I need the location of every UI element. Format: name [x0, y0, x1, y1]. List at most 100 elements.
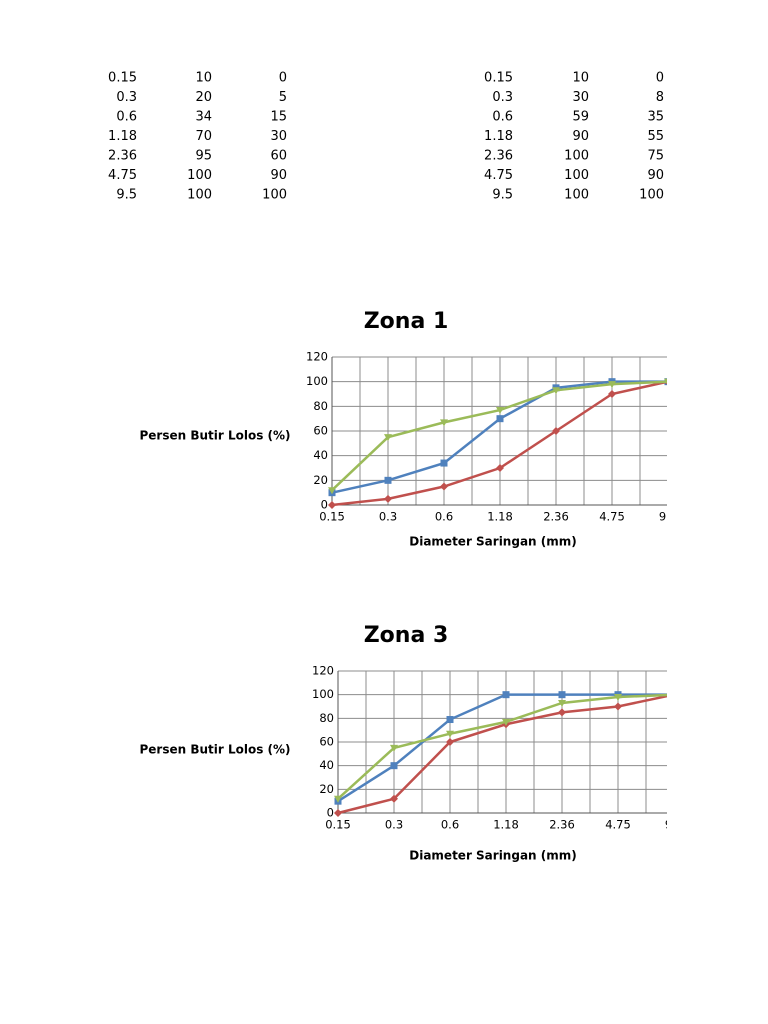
y-axis-title: Persen Butir Lolos (%) [139, 429, 290, 443]
table-cell: 90 [270, 168, 287, 183]
x-tick-label: 1.18 [487, 510, 513, 524]
chart: Zona 1 Persen Butir Lolos (%) Diameter Sar… [139, 309, 677, 549]
chart-title: Zona 1 [364, 309, 449, 334]
marker [608, 390, 616, 398]
x-tick-label: 0.6 [441, 818, 459, 832]
table-cell: 90 [572, 129, 589, 144]
x-tick-label: 2.36 [549, 818, 575, 832]
chart-title: Zona 3 [364, 623, 449, 648]
marker [558, 699, 566, 707]
table-cell: 0.15 [108, 71, 137, 86]
table-cell: 10 [572, 71, 589, 86]
marker [384, 476, 392, 484]
x-tick-label: 2.36 [543, 510, 569, 524]
y-tick-label: 40 [319, 758, 334, 772]
table-cell: 100 [639, 188, 664, 203]
table-cell: 1.18 [484, 129, 513, 144]
table-cell: 95 [195, 149, 212, 164]
table-cell: 75 [647, 149, 664, 164]
y-tick-label: 100 [306, 374, 328, 388]
marker [552, 387, 560, 395]
table-cell: 20 [195, 90, 212, 105]
chart: Zona 3 Persen Butir Lolos (%) Diameter Sar… [139, 623, 683, 863]
x-tick-label: 9.5 [665, 818, 683, 832]
marker [446, 730, 454, 738]
x-tick-label: 1.18 [493, 818, 519, 832]
table-cell: 34 [195, 110, 212, 125]
marker [440, 419, 448, 427]
y-tick-label: 80 [313, 399, 328, 413]
x-tick-label: 0.15 [319, 510, 345, 524]
table-cell: 10 [195, 71, 212, 86]
y-tick-label: 60 [313, 424, 328, 438]
table-cell: 70 [195, 129, 212, 144]
marker [558, 708, 566, 717]
marker [496, 407, 504, 415]
marker [670, 691, 678, 699]
marker [670, 692, 678, 699]
table-cell: 9.5 [116, 188, 137, 203]
marker [328, 487, 336, 495]
x-axis-title: Diameter Saringan (mm) [409, 849, 576, 863]
y-tick-label: 40 [313, 448, 328, 462]
table-cell: 100 [187, 168, 212, 183]
y-tick-label: 120 [306, 350, 328, 364]
x-tick-label: 4.75 [599, 510, 625, 524]
table-cell: 5 [279, 90, 287, 105]
table-cell: 100 [564, 188, 589, 203]
y-tick-label: 20 [313, 473, 328, 487]
table-cell: 9.5 [492, 188, 513, 203]
table-cell: 0 [279, 71, 287, 86]
y-tick-label: 120 [312, 664, 334, 678]
x-tick-label: 9.5 [659, 510, 677, 524]
x-tick-label: 0.15 [325, 818, 351, 832]
marker [614, 694, 622, 702]
marker [502, 718, 510, 726]
marker [446, 738, 454, 746]
marker [390, 762, 398, 770]
table-cell: 4.75 [484, 168, 513, 183]
table: 0.15 10 00.3 20 50.6 34 151.18 70 302.36 95 604.75… [108, 71, 287, 203]
table-cell: 59 [572, 110, 589, 125]
content: 0.15 10 00.3 20 50.6 34 151.18 70 302.36 95 604.75… [108, 71, 683, 863]
table-cell: 30 [270, 129, 287, 144]
marker [671, 691, 678, 698]
marker [384, 434, 392, 442]
marker [446, 716, 454, 724]
table-cell: 100 [564, 149, 589, 164]
table-cell: 100 [187, 188, 212, 203]
table-cell: 0.15 [484, 71, 513, 86]
x-axis-title: Diameter Saringan (mm) [409, 535, 576, 549]
marker [496, 464, 504, 472]
table-cell: 100 [564, 168, 589, 183]
table-cell: 15 [270, 110, 287, 125]
marker [558, 691, 566, 699]
table-cell: 0 [656, 71, 664, 86]
marker [440, 459, 448, 467]
x-tick-label: 0.3 [379, 510, 397, 524]
y-axis-title: Persen Butir Lolos (%) [139, 743, 290, 757]
y-tick-label: 0 [327, 806, 334, 820]
table-cell: 0.6 [116, 110, 137, 125]
y-tick-label: 20 [319, 782, 334, 796]
y-tick-label: 0 [321, 498, 328, 512]
marker [608, 381, 616, 389]
table-cell: 1.18 [108, 129, 137, 144]
marker [390, 794, 398, 803]
table-cell: 2.36 [108, 149, 137, 164]
table: 0.15 10 00.3 30 80.6 59 351.18 90 552.36 100 754.7… [484, 71, 664, 203]
marker [552, 427, 560, 435]
marker [664, 378, 667, 384]
table-cell: 4.75 [108, 168, 137, 183]
table-cell: 8 [656, 90, 664, 105]
table-cell: 60 [270, 149, 287, 164]
marker [614, 702, 622, 711]
table-cell: 0.3 [116, 90, 137, 105]
marker [390, 744, 398, 752]
table-cell: 2.36 [484, 149, 513, 164]
table-cell: 30 [572, 90, 589, 105]
y-tick-label: 60 [319, 735, 334, 749]
table-cell: 55 [647, 129, 664, 144]
table-cell: 90 [647, 168, 664, 183]
